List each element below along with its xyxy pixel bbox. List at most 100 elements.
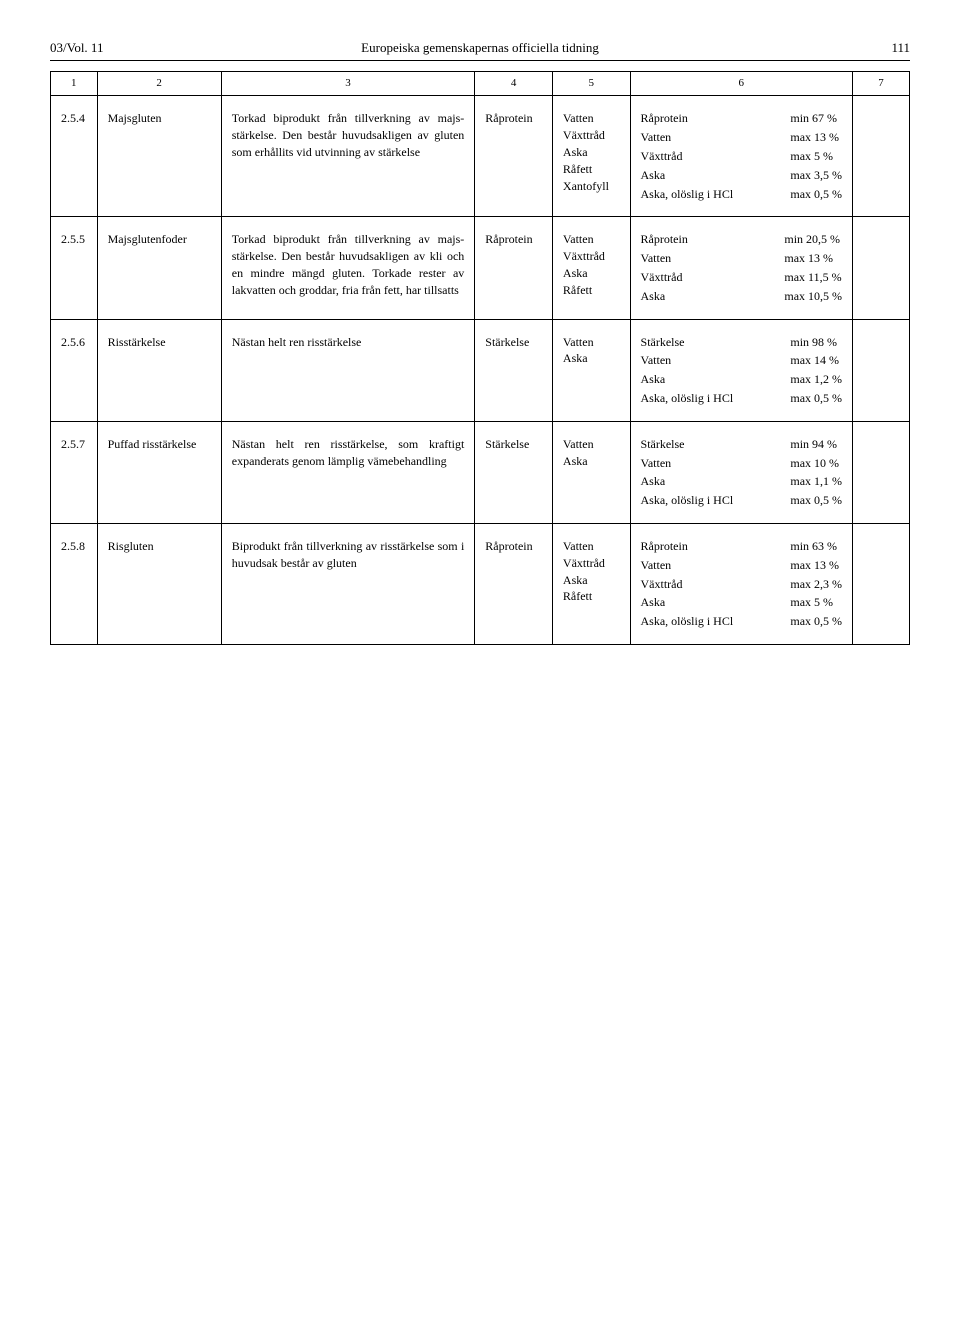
page-header: 03/Vol. 11 Europeiska gemenskapernas off… bbox=[50, 40, 910, 61]
col6-value: min 94 % bbox=[790, 436, 842, 453]
col6-label: Råprotein bbox=[641, 231, 779, 248]
col-header-7: 7 bbox=[853, 72, 910, 96]
col6-value: min 98 % bbox=[790, 334, 842, 351]
col6-label: Aska bbox=[641, 473, 785, 490]
col5-line: Råfett bbox=[563, 588, 620, 605]
col6-value: min 20,5 % bbox=[784, 231, 842, 248]
col5-line: Råfett bbox=[563, 282, 620, 299]
col5-line: Vatten bbox=[563, 538, 620, 555]
col5-line: Aska bbox=[563, 350, 620, 367]
cell-col4: Stärkelse bbox=[475, 421, 553, 523]
cell-col5: VattenVäxttrådAskaRåfettXantofyll bbox=[552, 96, 630, 217]
col5-line: Aska bbox=[563, 572, 620, 589]
col5-line: Råfett bbox=[563, 161, 620, 178]
cell-col5: VattenVäxttrådAskaRåfett bbox=[552, 523, 630, 644]
col6-value: max 0,5 % bbox=[790, 186, 842, 203]
col6-value: min 63 % bbox=[790, 538, 842, 555]
col6-value: max 10 % bbox=[790, 455, 842, 472]
table-header-row: 1 2 3 4 5 6 7 bbox=[51, 72, 910, 96]
cell-number: 2.5.7 bbox=[51, 421, 98, 523]
col-header-2: 2 bbox=[97, 72, 221, 96]
col6-value: max 13 % bbox=[790, 557, 842, 574]
col6-label: Aska bbox=[641, 371, 785, 388]
col6-label: Råprotein bbox=[641, 538, 785, 555]
table-row: 2.5.5MajsglutenfoderTorkad biprodukt frå… bbox=[51, 217, 910, 319]
col6-values: min 67 %max 13 %max 5 %max 3,5 %max 0,5 … bbox=[790, 110, 842, 202]
table-row: 2.5.4MajsglutenTorkad biprodukt från til… bbox=[51, 96, 910, 217]
col6-value: max 2,3 % bbox=[790, 576, 842, 593]
col6-label: Aska bbox=[641, 288, 779, 305]
cell-col7 bbox=[853, 217, 910, 319]
col6-labels: RåproteinVattenVäxttrådAskaAska, olöslig… bbox=[641, 538, 785, 630]
table-row: 2.5.8RisglutenBiprodukt från tillverknin… bbox=[51, 523, 910, 644]
col6-value: max 13 % bbox=[784, 250, 842, 267]
col6-values: min 63 %max 13 %max 2,3 %max 5 %max 0,5 … bbox=[790, 538, 842, 630]
col5-line: Aska bbox=[563, 144, 620, 161]
cell-name: Majsgluten bbox=[97, 96, 221, 217]
col5-line: Aska bbox=[563, 265, 620, 282]
cell-col6: Råprotein Vatten Växttråd Aska Aska, olöslig… bbox=[630, 96, 853, 217]
col5-line: Vatten bbox=[563, 334, 620, 351]
cell-name: Risstärkelse bbox=[97, 319, 221, 421]
col6-label: Vatten bbox=[641, 250, 779, 267]
cell-col4: Råprotein bbox=[475, 96, 553, 217]
col6-label: Aska, olöslig i HCl bbox=[641, 186, 785, 203]
col6-value: max 13 % bbox=[790, 129, 842, 146]
col6-value: max 14 % bbox=[790, 352, 842, 369]
col6-label: Aska, olöslig i HCl bbox=[641, 492, 785, 509]
col6-label: Växttråd bbox=[641, 148, 785, 165]
header-page-number: 111 bbox=[738, 40, 910, 56]
col6-value: max 1,2 % bbox=[790, 371, 842, 388]
col6-label: Råprotein bbox=[641, 110, 785, 127]
col5-line: Växttråd bbox=[563, 248, 620, 265]
col6-values: min 98 %max 14 %max 1,2 %max 0,5 % bbox=[790, 334, 842, 407]
col6-label: Vatten bbox=[641, 352, 785, 369]
col-header-4: 4 bbox=[475, 72, 553, 96]
col6-values: min 94 % max 10 %max 1,1 % max 0,5 % bbox=[790, 436, 842, 509]
table-row: 2.5.6RisstärkelseNästan helt ren risstär… bbox=[51, 319, 910, 421]
col6-value: max 0,5 % bbox=[790, 492, 842, 509]
col6-label: Stärkelse bbox=[641, 436, 785, 453]
cell-number: 2.5.5 bbox=[51, 217, 98, 319]
cell-col5: VattenAska bbox=[552, 421, 630, 523]
col6-labels: Råprotein Vatten Växttråd Aska Aska, olöslig… bbox=[641, 110, 785, 202]
col6-label: Aska bbox=[641, 167, 785, 184]
col-header-1: 1 bbox=[51, 72, 98, 96]
cell-name: Risgluten bbox=[97, 523, 221, 644]
col6-label: Växttråd bbox=[641, 576, 785, 593]
col5-line: Vatten bbox=[563, 110, 620, 127]
col6-value: max 11,5 % bbox=[784, 269, 842, 286]
col6-value: max 0,5 % bbox=[790, 613, 842, 630]
col6-labels: Stärkelse VattenAska Aska, olöslig i HCl bbox=[641, 436, 785, 509]
col6-label: Aska, olöslig i HCl bbox=[641, 613, 785, 630]
cell-col7 bbox=[853, 421, 910, 523]
cell-col6: Stärkelse VattenAska Aska, olöslig i HCl mi… bbox=[630, 421, 853, 523]
col6-label: Vatten bbox=[641, 129, 785, 146]
col5-line: Vatten bbox=[563, 436, 620, 453]
col5-line: Växttråd bbox=[563, 555, 620, 572]
col6-label: Vatten bbox=[641, 455, 785, 472]
col5-line: Aska bbox=[563, 453, 620, 470]
cell-description: Biprodukt från tillverkning av risstärke… bbox=[221, 523, 475, 644]
col6-label: Aska bbox=[641, 594, 785, 611]
col6-label: Växttråd bbox=[641, 269, 779, 286]
table-row: 2.5.7Puffad risstärkelseNästan helt ren … bbox=[51, 421, 910, 523]
cell-number: 2.5.6 bbox=[51, 319, 98, 421]
cell-description: Torkad biprodukt från tillverkning av ma… bbox=[221, 96, 475, 217]
col6-labels: Råprotein Vatten Växttråd Aska bbox=[641, 231, 779, 304]
col5-line: Växttråd bbox=[563, 127, 620, 144]
col6-value: max 3,5 % bbox=[790, 167, 842, 184]
cell-name: Majsglutenfoder bbox=[97, 217, 221, 319]
col6-label: Aska, olöslig i HCl bbox=[641, 390, 785, 407]
col6-value: min 67 % bbox=[790, 110, 842, 127]
col5-line: Xantofyll bbox=[563, 178, 620, 195]
cell-col7 bbox=[853, 96, 910, 217]
col-header-6: 6 bbox=[630, 72, 853, 96]
cell-number: 2.5.4 bbox=[51, 96, 98, 217]
col-header-5: 5 bbox=[552, 72, 630, 96]
col6-value: max 10,5 % bbox=[784, 288, 842, 305]
col6-value: max 1,1 % bbox=[790, 473, 842, 490]
cell-col6: Råprotein Vatten Växttråd Aska min 20,5 % max… bbox=[630, 217, 853, 319]
cell-col7 bbox=[853, 319, 910, 421]
col6-label: Stärkelse bbox=[641, 334, 785, 351]
